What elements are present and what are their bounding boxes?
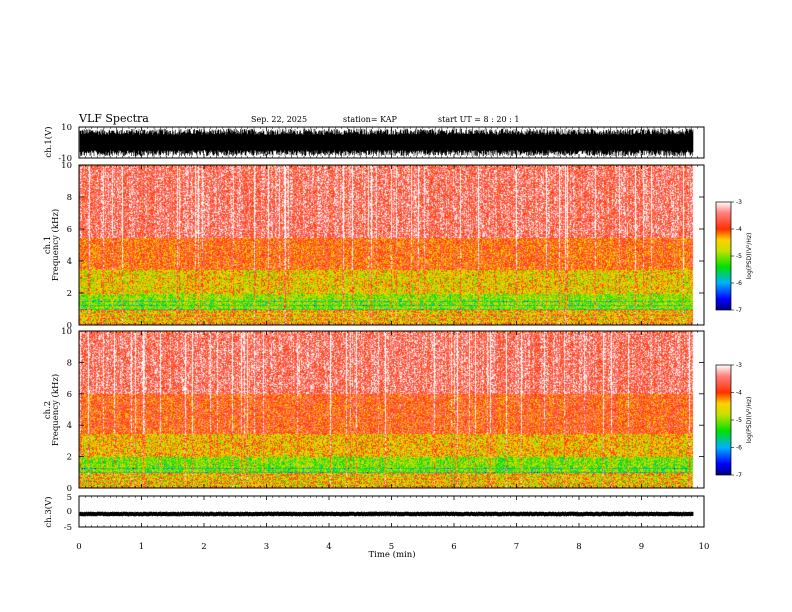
figure-title: VLF Spectra	[78, 112, 149, 125]
y-tick-label: 10	[61, 327, 72, 337]
y-tick-label: 6	[67, 225, 72, 235]
x-axis-label: Time (min)	[368, 549, 415, 560]
y-tick-label: 10	[61, 161, 72, 171]
colorbar-tick-label: -6	[736, 280, 742, 287]
y-tick-label: 8	[67, 358, 72, 368]
ch1-waveform-trace	[79, 128, 694, 157]
x-tick-label: 9	[639, 542, 644, 552]
ch1-ytick-label: 10	[61, 123, 72, 133]
x-tick-label: 3	[264, 542, 269, 552]
colorbar-tick-label: -4	[736, 390, 742, 397]
y-tick-label: 0	[67, 484, 72, 494]
y-tick-label: 6	[67, 390, 72, 400]
ch3-waveform-panel: 5 0 -5 ch.3(V)	[43, 493, 705, 533]
ch3-waveform-trace	[79, 511, 694, 517]
y-tick-label: 2	[67, 453, 72, 463]
y-tick-label: 4	[67, 421, 72, 431]
ch1-waveform-panel: 10 -10 ch.1(V)	[43, 123, 705, 164]
ch1-ytick-label: -10	[58, 154, 72, 164]
colorbar-tick-label: -7	[736, 472, 742, 479]
x-tick-label: 4	[326, 542, 331, 552]
ch3-ytick-label: 5	[67, 493, 72, 503]
colorbar-tick-label: -5	[736, 417, 742, 424]
ch1-ylabel: ch.1(V)	[43, 126, 54, 157]
ch3-ytick-label: 0	[67, 507, 72, 517]
colorbar-tick-label: -5	[736, 253, 742, 260]
y-tick-label: 2	[67, 289, 72, 299]
x-tick-label: 5	[389, 542, 394, 552]
ch2-colorbar	[715, 364, 732, 476]
ch1-colorbar-label: log(PSD)(V²/Hz)	[746, 233, 753, 280]
header-station: station= KAP	[343, 115, 398, 124]
ch1-spectrogram-image	[79, 165, 704, 325]
x-tick-label: 1	[139, 542, 144, 552]
x-tick-label: 0	[76, 542, 81, 552]
ch2-spectrogram-ylabel-line2: Frequency (kHz)	[50, 374, 61, 446]
y-tick-label: 4	[67, 257, 72, 267]
colorbar-tick-label: -3	[736, 362, 742, 369]
ch1-colorbar	[715, 201, 732, 311]
ch1-spectrogram-ylabel-line1: ch.1	[43, 236, 53, 254]
x-tick-label: 10	[699, 542, 710, 552]
ch2-colorbar-label: log(PSD)(V²/Hz)	[746, 397, 753, 444]
colorbar-tick-label: -4	[736, 226, 742, 233]
ch3-ylabel: ch.3(V)	[43, 496, 54, 527]
x-tick-label: 8	[576, 542, 581, 552]
y-tick-label: 8	[67, 193, 72, 203]
y-tick-label: 0	[67, 321, 72, 331]
x-tick-label: 7	[514, 542, 519, 552]
x-tick-label: 2	[201, 542, 206, 552]
ch2-spectrogram-ylabel-line1: ch.2	[43, 401, 53, 419]
colorbar-tick-label: -3	[736, 199, 742, 206]
colorbar-tick-label: -6	[736, 445, 742, 452]
ch1-spectrogram-ylabel-line2: Frequency (kHz)	[50, 209, 61, 281]
ch2-spectrogram-image	[79, 331, 704, 488]
header-start-time: start UT = 8 : 20 : 1	[438, 115, 519, 124]
colorbar-tick-label: -7	[736, 307, 742, 314]
ch3-ytick-label: -5	[64, 523, 72, 533]
header-date: Sep. 22, 2025	[251, 115, 307, 124]
x-tick-label: 6	[451, 542, 456, 552]
